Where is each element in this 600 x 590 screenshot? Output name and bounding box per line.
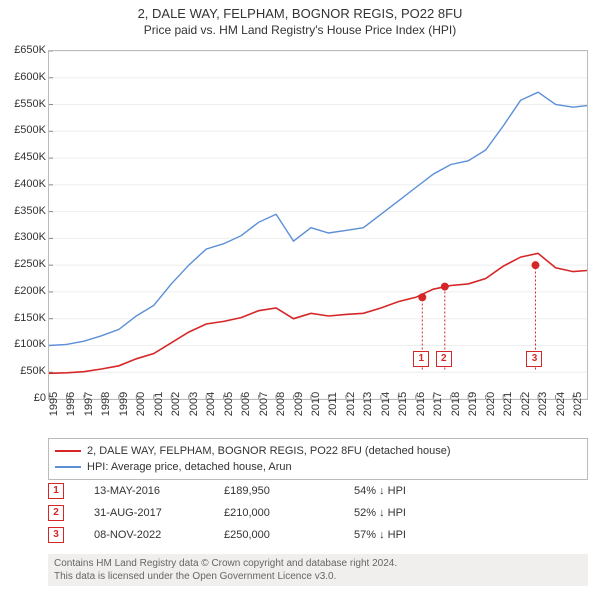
x-axis-tick-label: 1997: [83, 392, 95, 416]
legend-row: 2, DALE WAY, FELPHAM, BOGNOR REGIS, PO22…: [55, 443, 581, 459]
y-axis-tick-label: £300K: [2, 231, 46, 243]
title-line2: Price paid vs. HM Land Registry's House …: [0, 23, 600, 37]
x-axis-tick-label: 2022: [520, 392, 532, 416]
event-marker-box: 1: [48, 483, 64, 499]
title-line1: 2, DALE WAY, FELPHAM, BOGNOR REGIS, PO22…: [0, 6, 600, 21]
x-axis-tick-label: 2025: [572, 392, 584, 416]
y-axis-tick-label: £50K: [2, 365, 46, 377]
footer-line2: This data is licensed under the Open Gov…: [54, 570, 582, 583]
y-axis-tick-label: £200K: [2, 285, 46, 297]
legend-row: HPI: Average price, detached house, Arun: [55, 459, 581, 475]
x-axis-tick-label: 2019: [467, 392, 479, 416]
event-marker-box: 3: [526, 351, 542, 367]
event-table-row: 3 08-NOV-2022£250,00057% ↓ HPI: [48, 524, 588, 546]
chart-plot-area: [48, 50, 588, 400]
y-axis-tick-label: £400K: [2, 178, 46, 190]
y-axis-tick-label: £250K: [2, 258, 46, 270]
y-axis-tick-label: £500K: [2, 124, 46, 136]
event-date: 13-MAY-2016: [94, 485, 224, 497]
x-axis-tick-label: 2009: [293, 392, 305, 416]
legend-label: HPI: Average price, detached house, Arun: [87, 461, 292, 473]
x-axis-tick-label: 2014: [380, 392, 392, 416]
x-axis-tick-label: 1995: [48, 392, 60, 416]
event-delta: 57% ↓ HPI: [354, 529, 484, 541]
x-axis-tick-label: 2024: [555, 392, 567, 416]
event-price: £189,950: [224, 485, 354, 497]
y-axis-tick-label: £450K: [2, 151, 46, 163]
x-axis-tick-label: 1998: [100, 392, 112, 416]
x-axis-tick-label: 2017: [432, 392, 444, 416]
event-table-row: 1 13-MAY-2016£189,95054% ↓ HPI: [48, 480, 588, 502]
event-table: 1 13-MAY-2016£189,95054% ↓ HPI 2 31-AUG-201…: [48, 480, 588, 546]
x-axis-tick-label: 2016: [415, 392, 427, 416]
y-axis-tick-label: £650K: [2, 44, 46, 56]
event-delta: 54% ↓ HPI: [354, 485, 484, 497]
x-axis-tick-label: 1999: [118, 392, 130, 416]
legend-swatch: [55, 450, 81, 452]
chart-svg: [49, 51, 587, 399]
event-marker-box: 3: [48, 527, 64, 543]
page: 2, DALE WAY, FELPHAM, BOGNOR REGIS, PO22…: [0, 0, 600, 590]
event-marker-box: 2: [48, 505, 64, 521]
chart-title: 2, DALE WAY, FELPHAM, BOGNOR REGIS, PO22…: [0, 0, 600, 37]
x-axis-tick-label: 2023: [537, 392, 549, 416]
x-axis-tick-label: 2007: [258, 392, 270, 416]
x-axis-tick-label: 2005: [223, 392, 235, 416]
y-axis-tick-label: £100K: [2, 338, 46, 350]
x-axis-tick-label: 1996: [65, 392, 77, 416]
x-axis-tick-label: 2010: [310, 392, 322, 416]
legend: 2, DALE WAY, FELPHAM, BOGNOR REGIS, PO22…: [48, 438, 588, 480]
y-axis-tick-label: £600K: [2, 71, 46, 83]
event-price: £250,000: [224, 529, 354, 541]
x-axis-tick-label: 2004: [205, 392, 217, 416]
event-table-row: 2 31-AUG-2017£210,00052% ↓ HPI: [48, 502, 588, 524]
x-axis-tick-label: 2008: [275, 392, 287, 416]
legend-label: 2, DALE WAY, FELPHAM, BOGNOR REGIS, PO22…: [87, 445, 451, 457]
x-axis-tick-label: 2006: [240, 392, 252, 416]
event-date: 08-NOV-2022: [94, 529, 224, 541]
attribution-footer: Contains HM Land Registry data © Crown c…: [48, 554, 588, 586]
event-date: 31-AUG-2017: [94, 507, 224, 519]
x-axis-tick-label: 2001: [153, 392, 165, 416]
x-axis-tick-label: 2018: [450, 392, 462, 416]
y-axis-tick-label: £0: [2, 392, 46, 404]
x-axis-tick-label: 2013: [362, 392, 374, 416]
event-marker-box: 2: [436, 351, 452, 367]
event-marker-box: 1: [413, 351, 429, 367]
x-axis-tick-label: 2000: [135, 392, 147, 416]
event-price: £210,000: [224, 507, 354, 519]
x-axis-tick-label: 2003: [188, 392, 200, 416]
event-delta: 52% ↓ HPI: [354, 507, 484, 519]
footer-line1: Contains HM Land Registry data © Crown c…: [54, 557, 582, 570]
y-axis-tick-label: £150K: [2, 312, 46, 324]
x-axis-tick-label: 2012: [345, 392, 357, 416]
legend-swatch: [55, 466, 81, 468]
x-axis-tick-label: 2021: [502, 392, 514, 416]
x-axis-tick-label: 2015: [397, 392, 409, 416]
x-axis-tick-label: 2002: [170, 392, 182, 416]
y-axis-tick-label: £350K: [2, 205, 46, 217]
y-axis-tick-label: £550K: [2, 98, 46, 110]
x-axis-tick-label: 2011: [327, 392, 339, 416]
x-axis-tick-label: 2020: [485, 392, 497, 416]
